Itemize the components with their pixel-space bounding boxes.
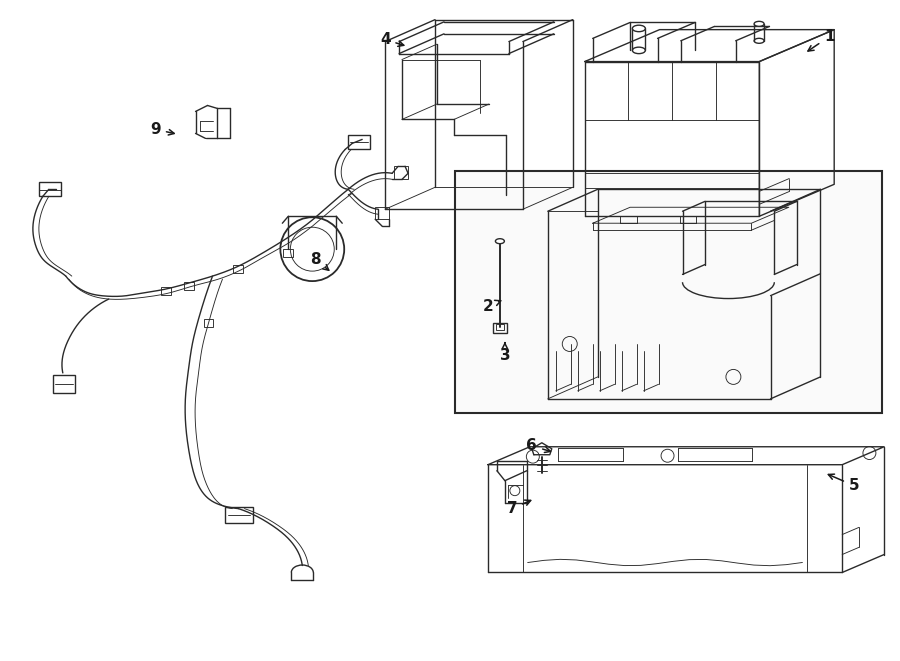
- Ellipse shape: [633, 25, 645, 32]
- Bar: [184, 282, 194, 290]
- Bar: [233, 265, 243, 273]
- Bar: [455, 171, 882, 413]
- Text: 5: 5: [828, 474, 859, 493]
- Bar: [203, 319, 213, 327]
- Bar: [348, 136, 370, 149]
- Bar: [53, 375, 75, 393]
- Text: 4: 4: [380, 32, 404, 47]
- Bar: [226, 506, 254, 523]
- Text: 2: 2: [482, 299, 500, 313]
- Text: 1: 1: [808, 29, 834, 51]
- Text: 7: 7: [507, 500, 531, 516]
- Bar: [394, 167, 408, 179]
- Bar: [160, 287, 171, 295]
- Bar: [493, 323, 507, 333]
- Ellipse shape: [754, 21, 764, 26]
- Bar: [496, 324, 504, 330]
- Ellipse shape: [495, 239, 504, 244]
- Bar: [39, 182, 61, 196]
- Text: 9: 9: [150, 122, 175, 137]
- Bar: [375, 208, 389, 219]
- Text: 8: 8: [310, 252, 328, 270]
- Text: 6: 6: [526, 438, 551, 453]
- Bar: [284, 249, 293, 257]
- Text: 3: 3: [500, 342, 510, 364]
